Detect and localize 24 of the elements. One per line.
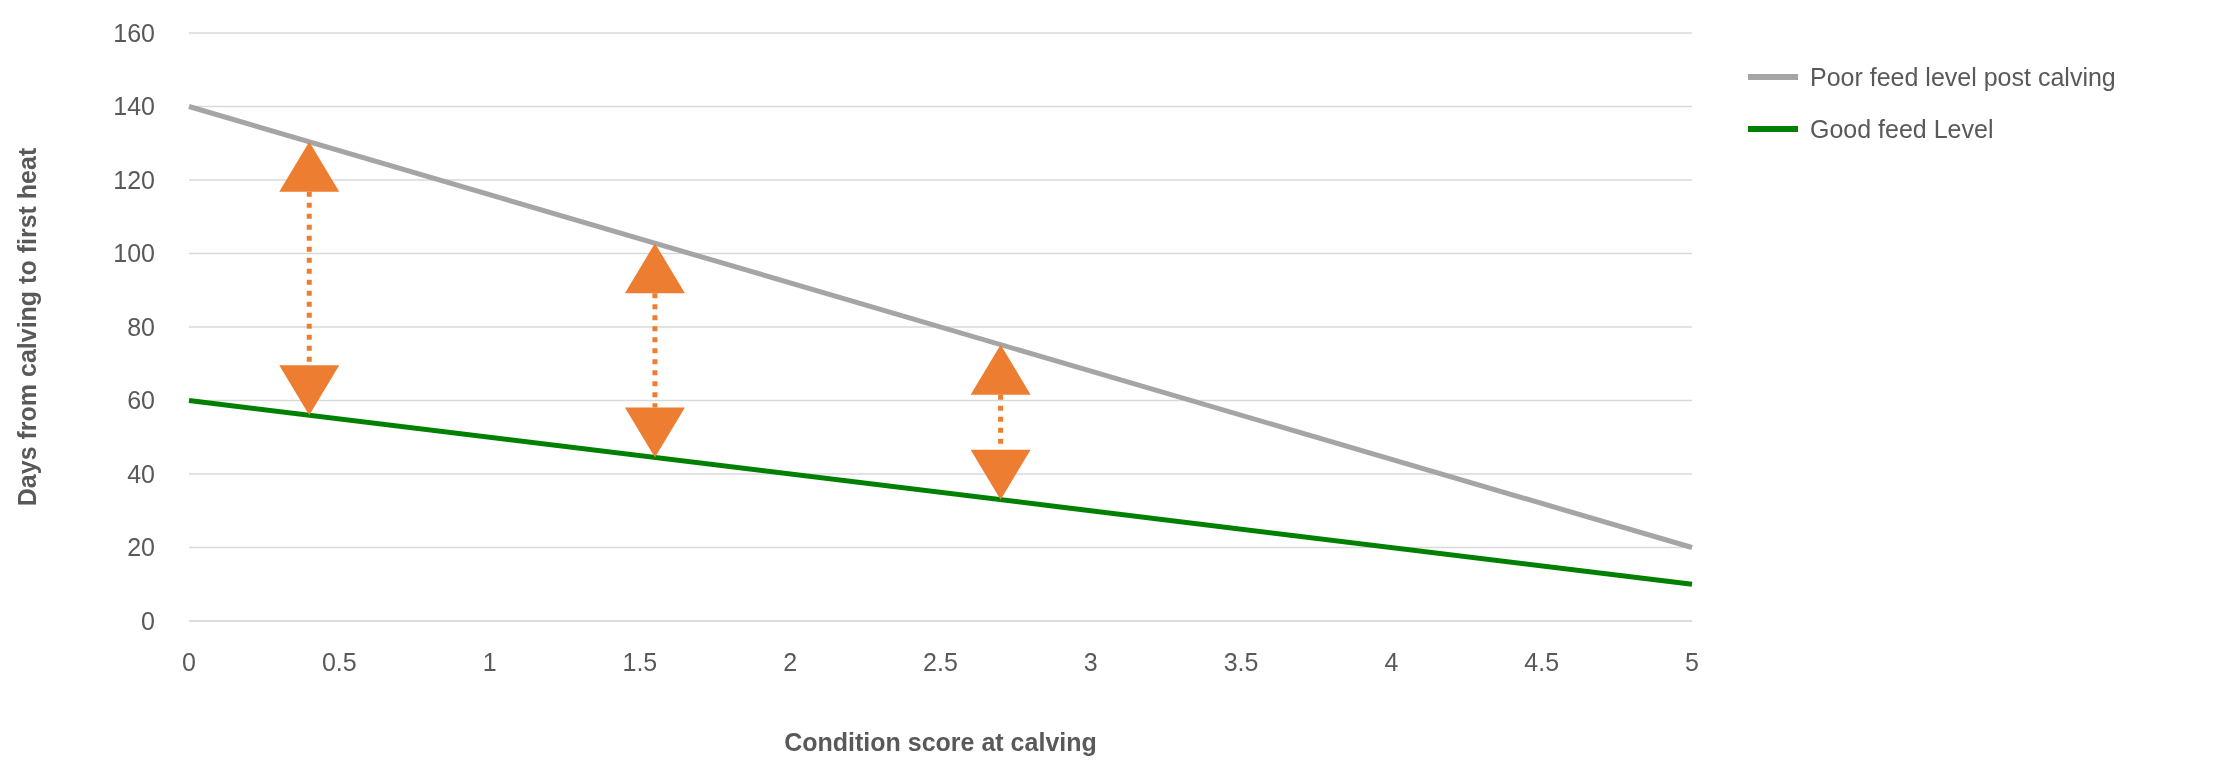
x-axis-title: Condition score at calving xyxy=(784,728,1097,756)
y-tick-label: 20 xyxy=(127,533,155,562)
y-tick-label: 60 xyxy=(127,386,155,415)
x-tick-label: 0.5 xyxy=(321,648,357,676)
y-tick-label: 140 xyxy=(113,92,155,121)
x-tick-label: 1 xyxy=(482,648,497,676)
y-tick-label: 80 xyxy=(127,312,155,341)
x-tick-label: 4 xyxy=(1384,648,1399,676)
x-tick-label: 4.5 xyxy=(1524,648,1560,676)
x-tick-label: 2 xyxy=(783,648,798,676)
y-axis-title: Days from calving to first heat xyxy=(13,147,41,507)
legend-label: Good feed Level xyxy=(1810,114,1994,143)
y-tick-label: 100 xyxy=(113,239,155,268)
legend-label: Poor feed level post calving xyxy=(1810,62,2116,91)
y-tick-label: 160 xyxy=(113,18,155,47)
x-tick-label: 2.5 xyxy=(923,648,958,676)
x-tick-label: 3 xyxy=(1083,648,1098,676)
x-tick-label: 1.5 xyxy=(622,648,658,676)
y-tick-label: 40 xyxy=(127,459,155,488)
x-tick-label: 3.5 xyxy=(1223,648,1259,676)
y-tick-label: 120 xyxy=(113,165,155,194)
x-tick-label: 0 xyxy=(182,648,196,676)
x-tick-label: 5 xyxy=(1685,648,1699,676)
y-tick-label: 0 xyxy=(141,606,155,635)
